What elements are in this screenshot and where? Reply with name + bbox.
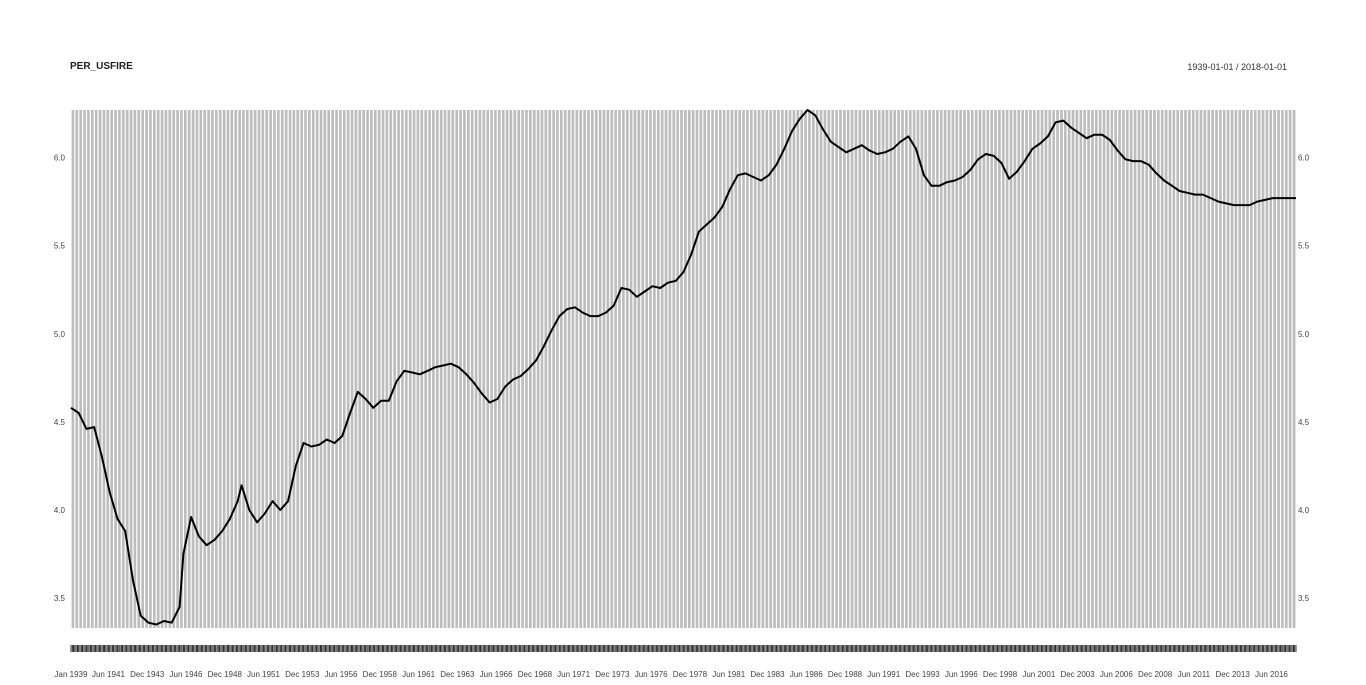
x-tick-label: Dec 1993 [905, 670, 940, 679]
x-tick-label: Dec 1963 [440, 670, 475, 679]
x-tick-label: Jun 1941 [92, 670, 125, 679]
y-tick-label-left: 5.5 [54, 242, 66, 251]
y-tick-label-right: 4.5 [1298, 418, 1310, 427]
date-range-label: 1939-01-01 / 2018-01-01 [1187, 62, 1287, 72]
x-tick-label: Dec 1998 [983, 670, 1018, 679]
x-tick-label: Jun 1996 [945, 670, 978, 679]
x-tick-label: Jun 2016 [1255, 670, 1288, 679]
x-tick-label: Jun 1971 [557, 670, 590, 679]
x-tick-label: Dec 1973 [595, 670, 630, 679]
y-tick-label-right: 4.0 [1298, 506, 1310, 515]
x-tick-label: Dec 1983 [750, 670, 785, 679]
x-tick-label: Jun 1946 [170, 670, 203, 679]
y-tick-label-right: 5.5 [1298, 242, 1310, 251]
x-tick-label: Jun 1981 [712, 670, 745, 679]
y-tick-label-left: 5.0 [54, 330, 66, 339]
x-tick-label: Dec 1953 [285, 670, 320, 679]
x-tick-label: Dec 1978 [673, 670, 708, 679]
y-axis-left: 3.5 4.0 4.5 5.0 5.5 6.0 [54, 154, 66, 603]
x-tick-label: Jun 1976 [635, 670, 668, 679]
x-axis: Jan 1939 Jun 1941 Dec 1943 Jun 1946 Dec 1948… [55, 645, 1297, 679]
x-tick-label: Jun 1961 [402, 670, 435, 679]
x-tick-label: Dec 1958 [363, 670, 398, 679]
x-tick-label: Jun 1956 [325, 670, 358, 679]
y-tick-label-right: 3.5 [1298, 594, 1310, 603]
x-tick-label: Dec 1948 [208, 670, 243, 679]
chart-title: PER_USFIRE [70, 61, 133, 72]
x-tick-label: Jun 1991 [867, 670, 900, 679]
y-tick-label-right: 6.0 [1298, 154, 1310, 163]
x-tick-label: Dec 2013 [1216, 670, 1251, 679]
x-tick-label: Dec 1988 [828, 670, 863, 679]
x-tick-label: Jun 1966 [480, 670, 513, 679]
x-tick-label: Dec 1968 [518, 670, 553, 679]
series-line [70, 109, 1296, 626]
x-tick-label: Dec 1943 [130, 670, 165, 679]
x-tick-label: Dec 2003 [1060, 670, 1095, 679]
x-tick-label: Dec 2008 [1138, 670, 1173, 679]
x-tick-label: Jun 2001 [1022, 670, 1055, 679]
x-tick-label: Jun 2006 [1100, 670, 1133, 679]
y-tick-label-left: 4.0 [54, 506, 66, 515]
x-tick-label: Jan 1939 [55, 670, 88, 679]
x-tick-label: Jun 1951 [247, 670, 280, 679]
x-tick-label: Jun 1986 [790, 670, 823, 679]
y-tick-label-left: 4.5 [54, 418, 66, 427]
vertical-gridlines [70, 110, 1297, 628]
y-tick-label-left: 6.0 [54, 154, 66, 163]
y-tick-label-left: 3.5 [54, 594, 66, 603]
y-tick-label-right: 5.0 [1298, 330, 1310, 339]
x-tick-label: Jun 2011 [1178, 670, 1211, 679]
series-layer [70, 109, 1296, 626]
y-axis-right: 3.5 4.0 4.5 5.0 5.5 6.0 [1298, 154, 1310, 603]
